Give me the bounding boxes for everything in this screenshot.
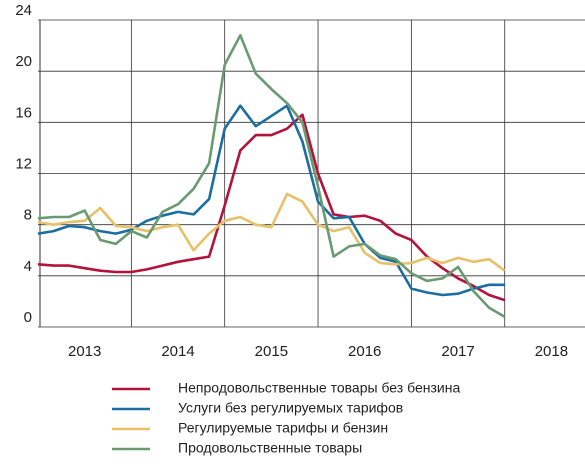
y-tick-label: 20	[15, 53, 32, 70]
y-tick-label: 12	[15, 155, 32, 172]
x-tick-label: 2015	[255, 343, 288, 360]
y-tick-label: 16	[15, 104, 32, 121]
x-tick-label: 2016	[348, 343, 381, 360]
x-tick-label: 2014	[161, 343, 194, 360]
legend-label: Продовольственные товары	[178, 440, 362, 456]
series-line	[37, 192, 506, 272]
legend-label: Регулируемые тарифы и бензин	[178, 420, 388, 436]
legend-label: Непродовольственные товары без бензина	[178, 380, 460, 396]
series-line	[37, 113, 506, 302]
series-line	[37, 104, 505, 297]
x-tick-label: 2013	[68, 343, 101, 360]
legend-label: Услуги без регулируемых тарифов	[178, 400, 403, 416]
y-tick-label: 0	[24, 309, 32, 326]
y-tick-label: 24	[15, 2, 32, 19]
series-line	[37, 34, 506, 318]
x-tick-label: 2017	[441, 343, 474, 360]
y-tick-label: 4	[24, 258, 32, 275]
x-tick-label: 2018	[535, 343, 568, 360]
y-tick-label: 8	[24, 207, 32, 224]
